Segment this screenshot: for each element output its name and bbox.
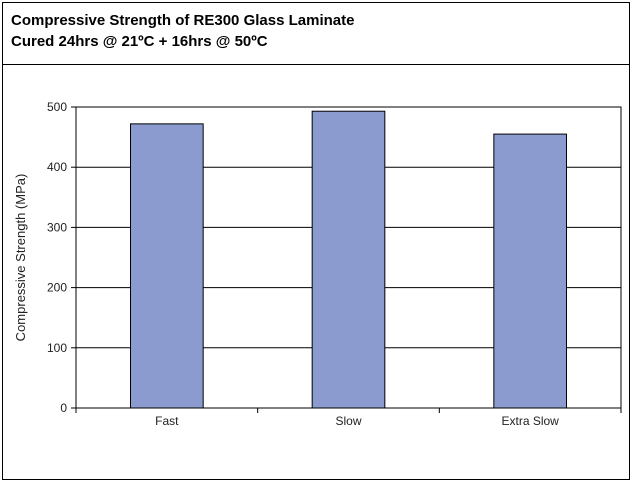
chart-title: Compressive Strength of RE300 Glass Lami… xyxy=(11,12,355,29)
x-tick-label: Fast xyxy=(155,414,179,428)
y-tick-label: 100 xyxy=(47,341,67,355)
chart-subtitle: Cured 24hrs @ 21ºC + 16hrs @ 50ºC xyxy=(11,33,268,50)
x-tick-label: Slow xyxy=(335,414,361,428)
y-tick-label: 200 xyxy=(47,281,67,295)
bar-extra-slow xyxy=(493,133,568,409)
bar-slow xyxy=(311,110,386,409)
bar-fast xyxy=(130,123,204,409)
chart-header: Compressive Strength of RE300 Glass Lami… xyxy=(3,3,629,65)
axes: 0 100 200 300 400 500 Fast Slow Extra Slow xyxy=(47,100,622,428)
y-tick-label: 0 xyxy=(60,401,67,415)
y-tick-label: 300 xyxy=(47,220,67,234)
x-tick-label: Extra Slow xyxy=(501,414,559,428)
bars xyxy=(130,110,568,409)
y-tick-label: 400 xyxy=(47,160,67,174)
y-axis-title: Compressive Strength (MPa) xyxy=(13,174,28,342)
y-tick-label: 500 xyxy=(47,100,67,114)
